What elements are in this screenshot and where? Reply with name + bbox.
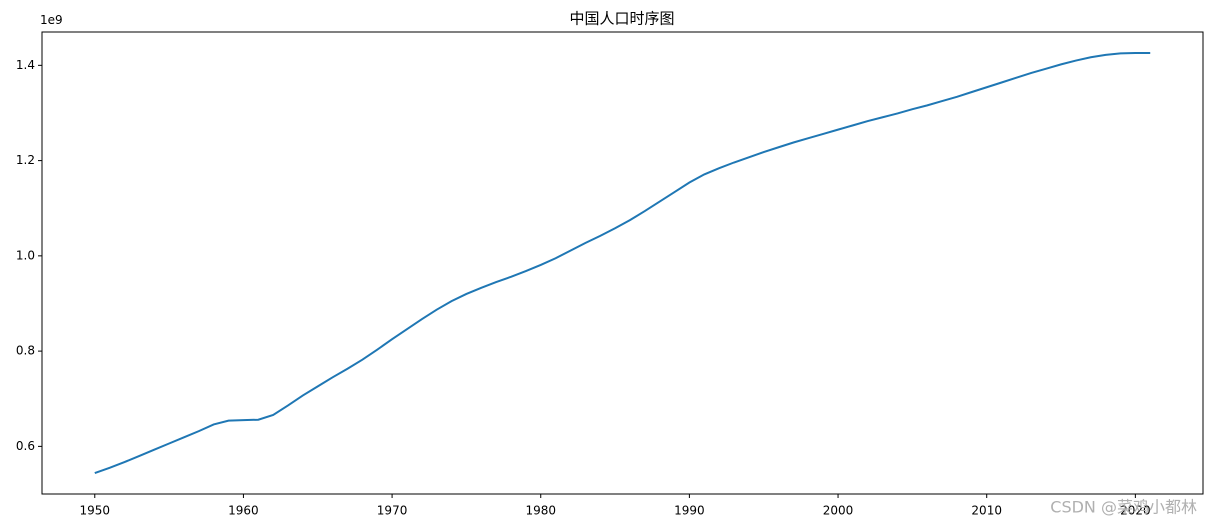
y-tick-label: 0.6 — [16, 439, 35, 453]
chart-title: 中国人口时序图 — [569, 10, 674, 28]
plot-frame — [41, 31, 1204, 495]
y-tick-label: 1.0 — [16, 248, 35, 262]
x-tick-label: 1950 — [79, 504, 110, 518]
y-tick-label: 0.8 — [16, 344, 35, 358]
x-tick-label: 1980 — [525, 504, 556, 518]
x-tick-label: 1970 — [377, 504, 408, 518]
y-tick-label: 1.4 — [16, 58, 35, 72]
x-tick-label: 1960 — [228, 504, 259, 518]
y-offset-label: 1e9 — [40, 13, 63, 27]
watermark: CSDN @菜鸡小都林 — [1050, 498, 1197, 517]
y-tick-label: 1.2 — [16, 153, 35, 167]
x-tick-label: 2020 — [1120, 504, 1151, 518]
x-tick-label: 2000 — [823, 504, 854, 518]
x-tick-label: 2010 — [971, 504, 1002, 518]
line — [94, 51, 1151, 474]
x-tick-label: 1990 — [674, 504, 705, 518]
